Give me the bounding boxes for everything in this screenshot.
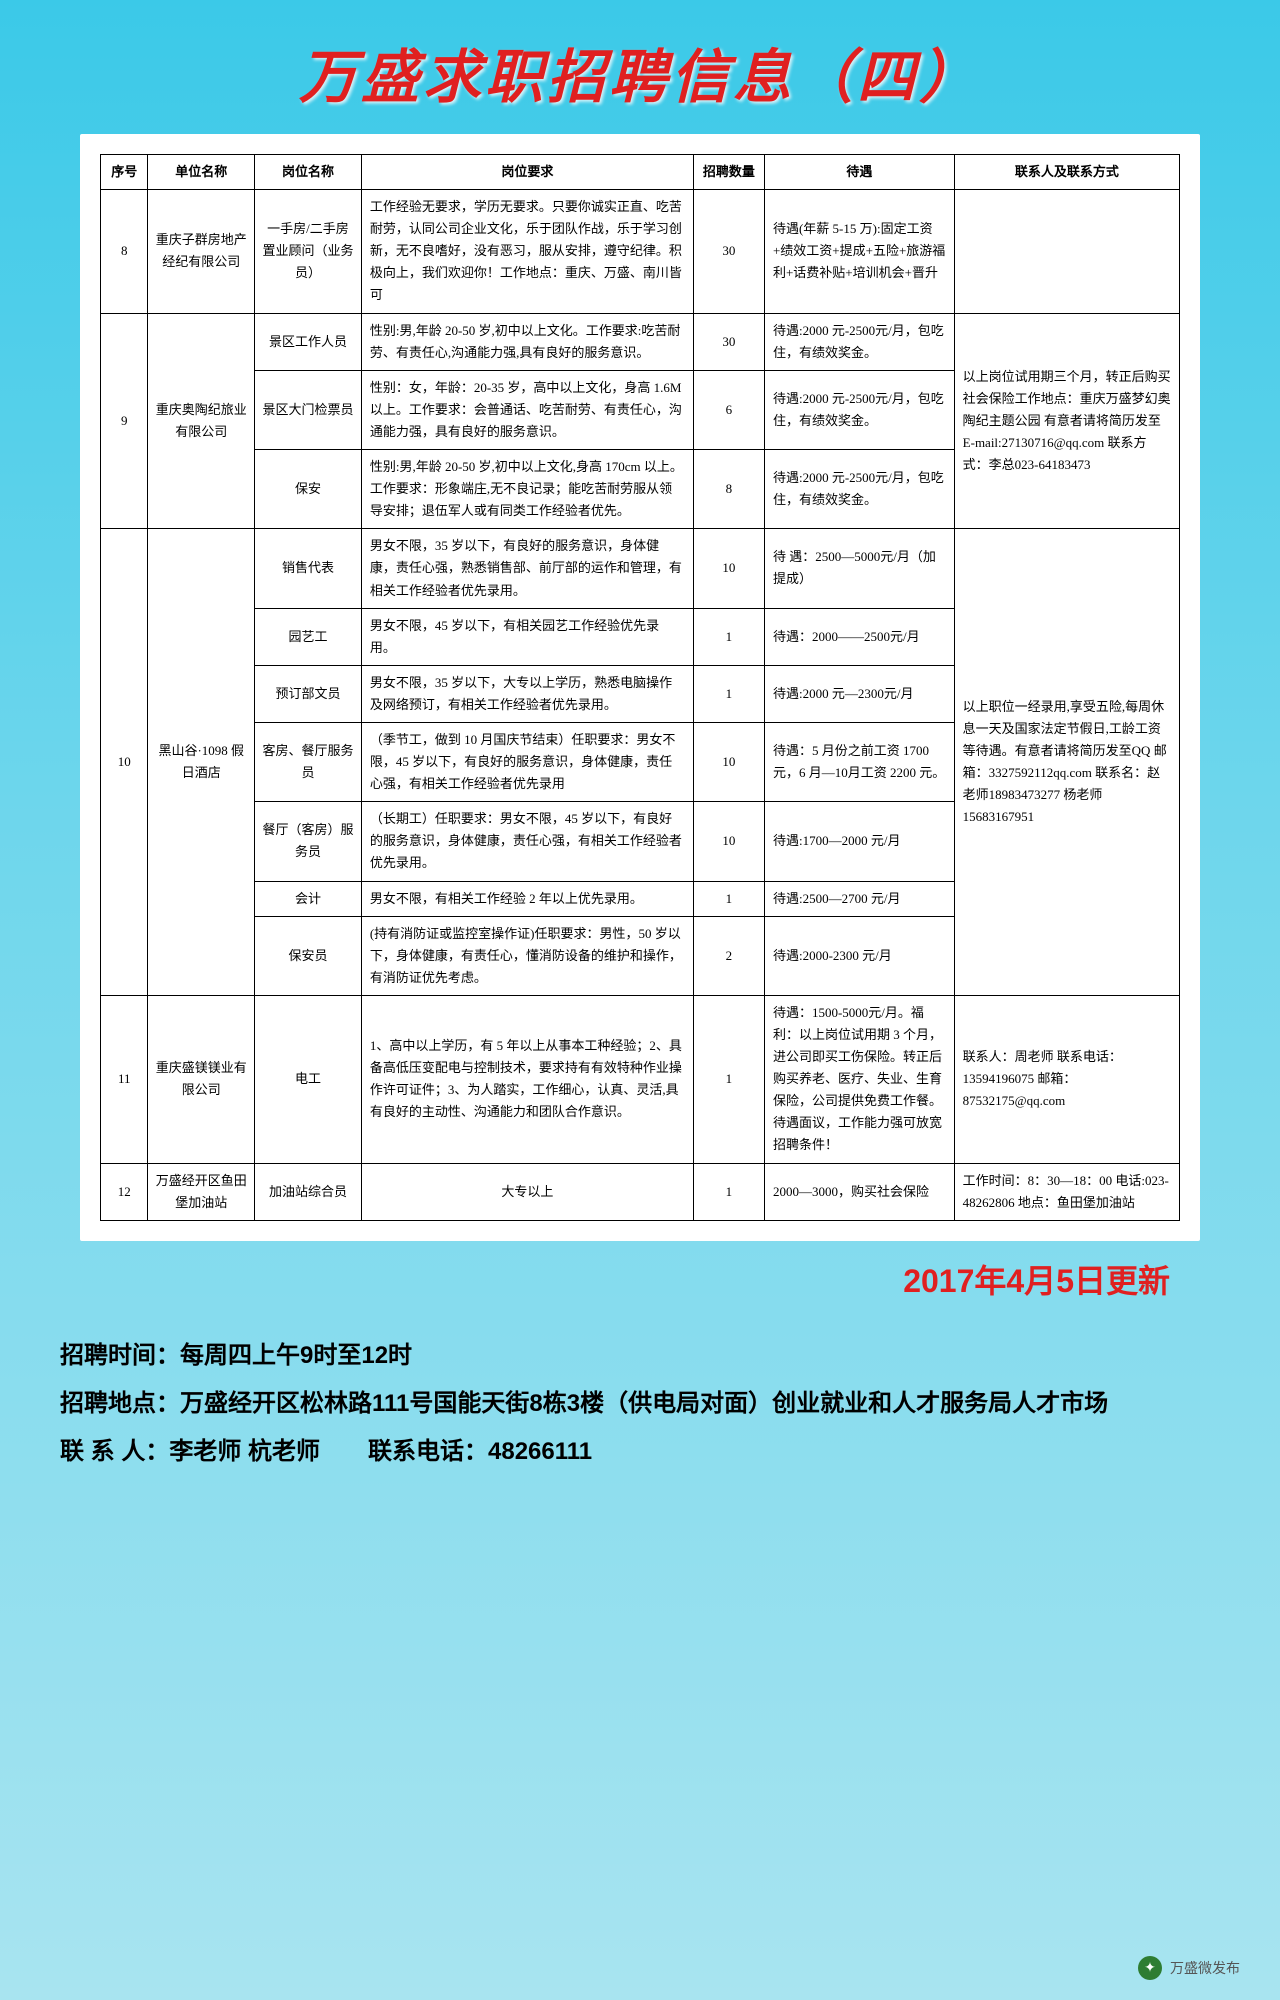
cell-treat: 待遇:2000 元—2300元/月 [764, 665, 954, 722]
cell-num: 9 [101, 313, 148, 529]
cell-num: 8 [101, 190, 148, 313]
cell-contact [954, 190, 1179, 313]
update-date: 2017年4月5日更新 [50, 1256, 1170, 1302]
cell-count: 1 [693, 995, 764, 1163]
cell-position: 客房、餐厅服务员 [255, 722, 362, 801]
cell-treat: 待遇：5 月份之前工资 1700 元，6 月—10月工资 2200 元。 [764, 722, 954, 801]
cell-treat: 待遇:2000 元-2500元/月，包吃住，有绩效奖金。 [764, 313, 954, 370]
cell-company: 重庆盛镁镁业有限公司 [148, 995, 255, 1163]
col-req: 岗位要求 [361, 155, 693, 190]
table-row: 10 黑山谷·1098 假日酒店 销售代表 男女不限，35 岁以下，有良好的服务… [101, 529, 1180, 608]
table-row: 12 万盛经开区鱼田堡加油站 加油站综合员 大专以上 1 2000—3000，购… [101, 1163, 1180, 1220]
cell-num: 11 [101, 995, 148, 1163]
cell-count: 1 [693, 881, 764, 916]
cell-count: 10 [693, 529, 764, 608]
cell-position: 销售代表 [255, 529, 362, 608]
cell-count: 10 [693, 722, 764, 801]
wechat-icon: ✦ [1138, 1956, 1162, 1980]
cell-contact: 以上岗位试用期三个月，转正后购买社会保险工作地点：重庆万盛梦幻奥陶纪主题公园 有… [954, 313, 1179, 529]
cell-treat: 待遇:2500—2700 元/月 [764, 881, 954, 916]
col-position: 岗位名称 [255, 155, 362, 190]
cell-count: 1 [693, 1163, 764, 1220]
cell-req: 男女不限，45 岁以下，有相关园艺工作经验优先录用。 [361, 608, 693, 665]
cell-company: 万盛经开区鱼田堡加油站 [148, 1163, 255, 1220]
cell-company: 重庆子群房地产经纪有限公司 [148, 190, 255, 313]
cell-treat: 待遇:2000 元-2500元/月，包吃住，有绩效奖金。 [764, 370, 954, 449]
cell-req: 性别:男,年龄 20-50 岁,初中以上文化。工作要求:吃苦耐劳、有责任心,沟通… [361, 313, 693, 370]
cell-req: （长期工）任职要求：男女不限，45 岁以下，有良好的服务意识，身体健康，责任心强… [361, 802, 693, 881]
cell-count: 1 [693, 665, 764, 722]
cell-req: 男女不限，有相关工作经验 2 年以上优先录用。 [361, 881, 693, 916]
cell-treat: 待 遇：2500—5000元/月（加提成） [764, 529, 954, 608]
cell-num: 10 [101, 529, 148, 996]
table-row: 11 重庆盛镁镁业有限公司 电工 1、高中以上学历，有 5 年以上从事本工种经验… [101, 995, 1180, 1163]
col-company: 单位名称 [148, 155, 255, 190]
cell-position: 保安员 [255, 916, 362, 995]
cell-treat: 待遇:1700—2000 元/月 [764, 802, 954, 881]
cell-num: 12 [101, 1163, 148, 1220]
cell-count: 30 [693, 313, 764, 370]
cell-position: 保安 [255, 450, 362, 529]
cell-position: 园艺工 [255, 608, 362, 665]
cell-req: 男女不限，35 岁以下，大专以上学历，熟悉电脑操作及网络预订，有相关工作经验者优… [361, 665, 693, 722]
cell-company: 重庆奥陶纪旅业有限公司 [148, 313, 255, 529]
cell-position: 一手房/二手房 置业顾问（业务员） [255, 190, 362, 313]
source-badge: ✦ 万盛微发布 [1138, 1956, 1240, 1980]
cell-position: 电工 [255, 995, 362, 1163]
cell-req: 男女不限，35 岁以下，有良好的服务意识，身体健康，责任心强，熟悉销售部、前厅部… [361, 529, 693, 608]
source-text: 万盛微发布 [1170, 1958, 1240, 1978]
cell-position: 预订部文员 [255, 665, 362, 722]
cell-req: 1、高中以上学历，有 5 年以上从事本工种经验；2、具备高低压变配电与控制技术，… [361, 995, 693, 1163]
cell-treat: 待遇：1500-5000元/月。福利：以上岗位试用期 3 个月，进公司即买工伤保… [764, 995, 954, 1163]
cell-count: 8 [693, 450, 764, 529]
footer-line-time: 招聘时间：每周四上午9时至12时 [60, 1332, 1220, 1380]
cell-req: 工作经验无要求，学历无要求。只要你诚实正直、吃苦耐劳，认同公司企业文化，乐于团队… [361, 190, 693, 313]
cell-position: 餐厅（客房）服务员 [255, 802, 362, 881]
cell-contact: 联系人：周老师 联系电话：13594196075 邮箱：87532175@qq.… [954, 995, 1179, 1163]
col-treat: 待遇 [764, 155, 954, 190]
cell-count: 1 [693, 608, 764, 665]
footer: 招聘时间：每周四上午9时至12时 招聘地点：万盛经开区松林路111号国能天街8栋… [60, 1332, 1220, 1476]
cell-req: 性别：女，年龄：20-35 岁，高中以上文化，身高 1.6M以上。工作要求：会普… [361, 370, 693, 449]
cell-position: 会计 [255, 881, 362, 916]
cell-req: 性别:男,年龄 20-50 岁,初中以上文化,身高 170cm 以上。工作要求：… [361, 450, 693, 529]
col-contact: 联系人及联系方式 [954, 155, 1179, 190]
cell-req: (持有消防证或监控室操作证)任职要求：男性，50 岁以下，身体健康，有责任心，懂… [361, 916, 693, 995]
cell-req: （季节工，做到 10 月国庆节结束）任职要求：男女不限，45 岁以下，有良好的服… [361, 722, 693, 801]
cell-treat: 待遇:2000 元-2500元/月，包吃住，有绩效奖金。 [764, 450, 954, 529]
cell-count: 6 [693, 370, 764, 449]
footer-line-address: 招聘地点：万盛经开区松林路111号国能天街8栋3楼（供电局对面）创业就业和人才服… [60, 1380, 1220, 1428]
cell-count: 30 [693, 190, 764, 313]
col-num: 序号 [101, 155, 148, 190]
footer-line-contact: 联 系 人：李老师 杭老师 联系电话：48266111 [60, 1428, 1220, 1476]
cell-contact: 以上职位一经录用,享受五险,每周休息一天及国家法定节假日,工龄工资等待遇。有意者… [954, 529, 1179, 996]
cell-treat: 待遇:2000-2300 元/月 [764, 916, 954, 995]
cell-position: 加油站综合员 [255, 1163, 362, 1220]
cell-company: 黑山谷·1098 假日酒店 [148, 529, 255, 996]
col-count: 招聘数量 [693, 155, 764, 190]
cell-count: 2 [693, 916, 764, 995]
table-row: 9 重庆奥陶纪旅业有限公司 景区工作人员 性别:男,年龄 20-50 岁,初中以… [101, 313, 1180, 370]
table-row: 8 重庆子群房地产经纪有限公司 一手房/二手房 置业顾问（业务员） 工作经验无要… [101, 190, 1180, 313]
cell-treat: 2000—3000，购买社会保险 [764, 1163, 954, 1220]
cell-treat: 待遇：2000——2500元/月 [764, 608, 954, 665]
cell-req: 大专以上 [361, 1163, 693, 1220]
page-title: 万盛求职招聘信息（四） [50, 30, 1230, 114]
cell-position: 景区大门检票员 [255, 370, 362, 449]
cell-treat: 待遇(年薪 5-15 万):固定工资+绩效工资+提成+五险+旅游福利+话费补贴+… [764, 190, 954, 313]
cell-contact: 工作时间：8：30—18：00 电话:023-48262806 地点：鱼田堡加油… [954, 1163, 1179, 1220]
cell-count: 10 [693, 802, 764, 881]
cell-position: 景区工作人员 [255, 313, 362, 370]
job-table: 序号 单位名称 岗位名称 岗位要求 招聘数量 待遇 联系人及联系方式 8 重庆子… [100, 154, 1180, 1221]
table-container: 序号 单位名称 岗位名称 岗位要求 招聘数量 待遇 联系人及联系方式 8 重庆子… [80, 134, 1200, 1241]
